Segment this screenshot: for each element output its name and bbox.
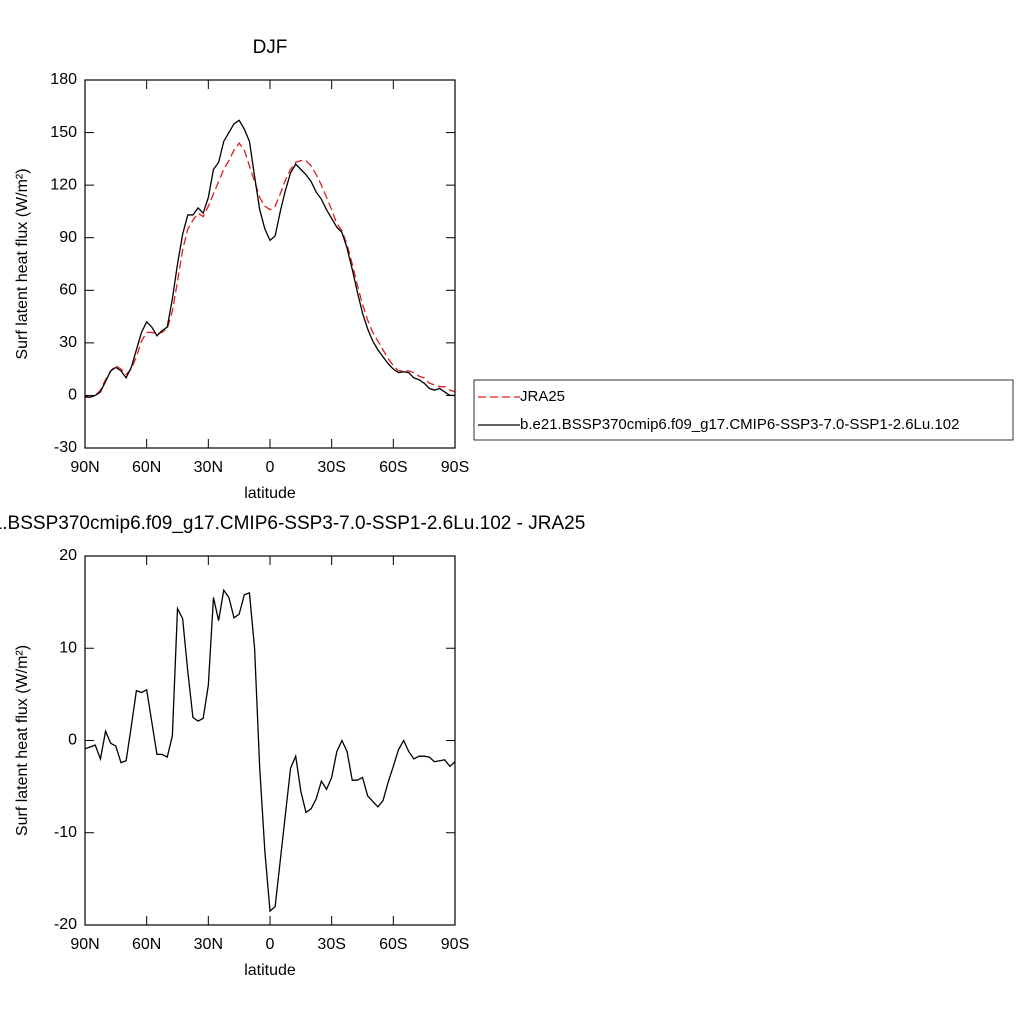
y-tick-label: -20 <box>54 916 77 933</box>
y-tick-label: 10 <box>59 639 77 656</box>
data-line <box>85 141 456 398</box>
plot-frame <box>84 555 456 926</box>
x-tick-label: 30S <box>317 936 345 953</box>
y-tick-label: 180 <box>50 71 77 88</box>
x-tick-label: 60N <box>132 459 161 476</box>
x-tick-label: 0 <box>266 459 275 476</box>
y-tick-label: 90 <box>59 229 77 246</box>
x-tick-label: 60S <box>379 936 407 953</box>
x-tick-label: 30N <box>194 459 223 476</box>
y-tick-label: 30 <box>59 334 77 351</box>
y-tick-label: 150 <box>50 124 77 141</box>
y-tick-label: -30 <box>54 439 77 456</box>
y-tick-label: 0 <box>68 732 77 749</box>
chart-title: DJF <box>253 37 288 58</box>
x-tick-label: 90N <box>70 459 99 476</box>
x-axis-label: latitude <box>244 962 296 979</box>
legend-label: b.e21.BSSP370cmip6.f09_g17.CMIP6-SSP3-7.… <box>520 416 959 433</box>
x-axis-label: latitude <box>244 485 296 502</box>
y-axis-label: Surf latent heat flux (W/m²) <box>14 168 31 359</box>
y-tick-label: 20 <box>59 547 77 564</box>
x-tick-label: 90S <box>441 459 469 476</box>
x-tick-label: 90N <box>70 936 99 953</box>
x-tick-label: 60S <box>379 459 407 476</box>
y-tick-label: -10 <box>54 824 77 841</box>
x-tick-label: 0 <box>266 936 275 953</box>
x-tick-label: 30S <box>317 459 345 476</box>
y-tick-label: 0 <box>68 387 77 404</box>
x-tick-label: 90S <box>441 936 469 953</box>
legend-box <box>473 379 1014 441</box>
data-line <box>84 588 456 913</box>
plot-frame <box>84 79 456 449</box>
data-line <box>84 119 455 398</box>
x-tick-label: 30N <box>194 936 223 953</box>
legend-label: JRA25 <box>520 388 565 405</box>
y-tick-label: 120 <box>50 176 77 193</box>
y-axis-label: Surf latent heat flux (W/m²) <box>14 645 31 836</box>
y-tick-label: 60 <box>59 282 77 299</box>
x-tick-label: 60N <box>132 936 161 953</box>
chart-title: b.e21.BSSP370cmip6.f09_g17.CMIP6-SSP3-7.… <box>0 513 585 534</box>
